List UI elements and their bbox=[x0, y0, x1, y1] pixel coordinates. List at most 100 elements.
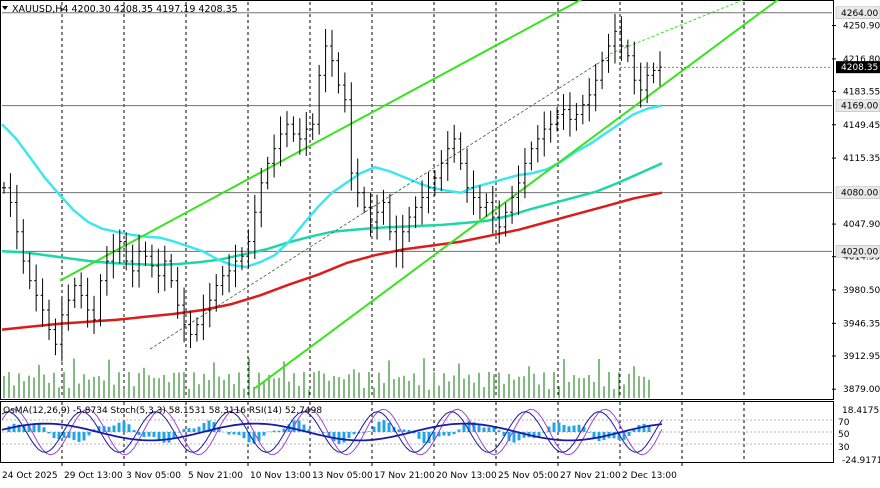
osma-histogram-bar bbox=[88, 432, 91, 435]
osma-histogram-bar bbox=[628, 432, 631, 436]
osma-histogram-bar bbox=[588, 432, 591, 433]
osma-histogram-bar bbox=[153, 432, 156, 437]
osma-histogram-bar bbox=[108, 427, 111, 432]
osma-histogram-bar bbox=[183, 429, 186, 432]
price-tick-label: 4115.35 bbox=[843, 154, 880, 164]
osma-histogram-bar bbox=[168, 432, 171, 443]
time-tick-label: 2 Dec 13:00 bbox=[622, 471, 677, 481]
price-tick-label: 4047.90 bbox=[843, 220, 880, 230]
osma-histogram-bar bbox=[633, 430, 636, 432]
osma-histogram-bar bbox=[463, 424, 466, 432]
osma-histogram-bar bbox=[398, 429, 401, 432]
price-tick-label: 3980.50 bbox=[843, 286, 880, 296]
osma-histogram-bar bbox=[423, 432, 426, 443]
osma-histogram-bar bbox=[498, 430, 501, 432]
osma-histogram-bar bbox=[158, 432, 161, 440]
osma-histogram-bar bbox=[578, 425, 581, 432]
osma-histogram-bar bbox=[123, 421, 126, 432]
osma-histogram-bar bbox=[343, 432, 346, 442]
osma-histogram-bar bbox=[78, 432, 81, 442]
osma-histogram-bar bbox=[553, 423, 556, 432]
osma-histogram-bar bbox=[193, 428, 196, 432]
osma-histogram-bar bbox=[558, 423, 561, 432]
osma-histogram-bar bbox=[83, 432, 86, 441]
osma-histogram-bar bbox=[458, 429, 461, 432]
osma-histogram-bar bbox=[238, 432, 241, 435]
osma-histogram-bar bbox=[453, 432, 456, 434]
osma-histogram-bar bbox=[278, 431, 281, 432]
osma-histogram-bar bbox=[133, 430, 136, 432]
price-level-marker-label: 4264.00 bbox=[841, 9, 878, 19]
osma-histogram-bar bbox=[148, 432, 151, 437]
osma-histogram-bar bbox=[573, 426, 576, 432]
osma-histogram-bar bbox=[513, 432, 516, 443]
time-tick-label: 3 Nov 05:00 bbox=[126, 471, 181, 481]
time-tick-label: 27 Nov 21:00 bbox=[560, 471, 621, 481]
time-tick-label: 20 Nov 13:00 bbox=[436, 471, 497, 481]
osc-level-50: 50 bbox=[838, 430, 850, 440]
osma-histogram-bar bbox=[368, 431, 371, 432]
osma-histogram-bar bbox=[73, 432, 76, 440]
price-tick-label: 3946.35 bbox=[843, 319, 880, 329]
time-tick-label: 17 Nov 21:00 bbox=[374, 471, 435, 481]
osma-histogram-bar bbox=[443, 432, 446, 436]
symbol-header: XAUUSD,H4 4200.30 4208.35 4197.19 4208.3… bbox=[12, 4, 238, 15]
price-tick-label: 4183.55 bbox=[843, 87, 880, 97]
price-tick-label: 4149.45 bbox=[843, 121, 880, 131]
osma-histogram-bar bbox=[48, 432, 51, 433]
osma-histogram-bar bbox=[563, 425, 566, 432]
osma-histogram-bar bbox=[233, 432, 236, 434]
price-axis: 4250.904216.804183.554149.454115.354047.… bbox=[832, 7, 880, 395]
current-price-label: 4208.35 bbox=[841, 63, 878, 73]
osma-histogram-bar bbox=[448, 432, 451, 436]
price-tick-label: 3879.00 bbox=[843, 385, 880, 395]
main-pane-frame bbox=[1, 1, 834, 400]
osma-histogram-bar bbox=[138, 432, 141, 435]
osma-histogram-bar bbox=[353, 432, 356, 434]
osc-level-30: 30 bbox=[838, 443, 850, 453]
oscillator-label: OsMA(12,26,9) -5.8734 Stoch(5,3,3) 58.15… bbox=[3, 406, 322, 416]
oscillator-scale-bottom: -24.9171 bbox=[842, 456, 880, 466]
osma-histogram-bar bbox=[488, 427, 491, 432]
time-tick-label: 24 Oct 2025 bbox=[2, 471, 58, 481]
osma-histogram-bar bbox=[378, 422, 381, 432]
osma-histogram-bar bbox=[228, 432, 231, 434]
price-tick-label: 4250.90 bbox=[843, 22, 880, 32]
osma-histogram-bar bbox=[348, 432, 351, 438]
osma-histogram-bar bbox=[188, 428, 191, 432]
time-tick-label: 29 Oct 13:00 bbox=[64, 471, 123, 481]
price-level-marker-label: 4169.00 bbox=[841, 102, 878, 112]
oscillator-scale-top: 18.4175 bbox=[842, 406, 879, 416]
osma-histogram-bar bbox=[118, 423, 121, 432]
price-level-marker-label: 4020.00 bbox=[841, 247, 878, 257]
time-tick-label: 10 Nov 13:00 bbox=[250, 471, 311, 481]
osma-histogram-bar bbox=[483, 427, 486, 432]
osma-histogram-bar bbox=[53, 432, 56, 438]
osma-histogram-bar bbox=[163, 432, 166, 443]
osma-histogram-bar bbox=[403, 429, 406, 432]
time-tick-label: 13 Nov 05:00 bbox=[312, 471, 373, 481]
osma-histogram-bar bbox=[113, 426, 116, 432]
osma-histogram-bar bbox=[373, 427, 376, 432]
price-tick-label: 3912.95 bbox=[843, 352, 880, 362]
osma-histogram-bar bbox=[43, 427, 46, 432]
osma-histogram-bar bbox=[388, 423, 391, 432]
osma-histogram-bar bbox=[418, 432, 421, 439]
osma-histogram-bar bbox=[568, 426, 571, 432]
osma-histogram-bar bbox=[383, 420, 386, 432]
osma-histogram-bar bbox=[333, 432, 336, 441]
osma-histogram-bar bbox=[478, 426, 481, 432]
osma-histogram-bar bbox=[263, 432, 266, 436]
osma-histogram-bar bbox=[128, 424, 131, 432]
osma-histogram-bar bbox=[243, 432, 246, 438]
osma-histogram-bar bbox=[273, 431, 276, 432]
time-tick-label: 5 Nov 21:00 bbox=[188, 471, 243, 481]
price-level-marker-label: 4080.00 bbox=[841, 189, 878, 199]
osma-histogram-bar bbox=[493, 427, 496, 432]
time-tick-label: 25 Nov 05:00 bbox=[498, 471, 559, 481]
osma-histogram-bar bbox=[198, 427, 201, 432]
osc-level-70: 70 bbox=[838, 418, 850, 428]
